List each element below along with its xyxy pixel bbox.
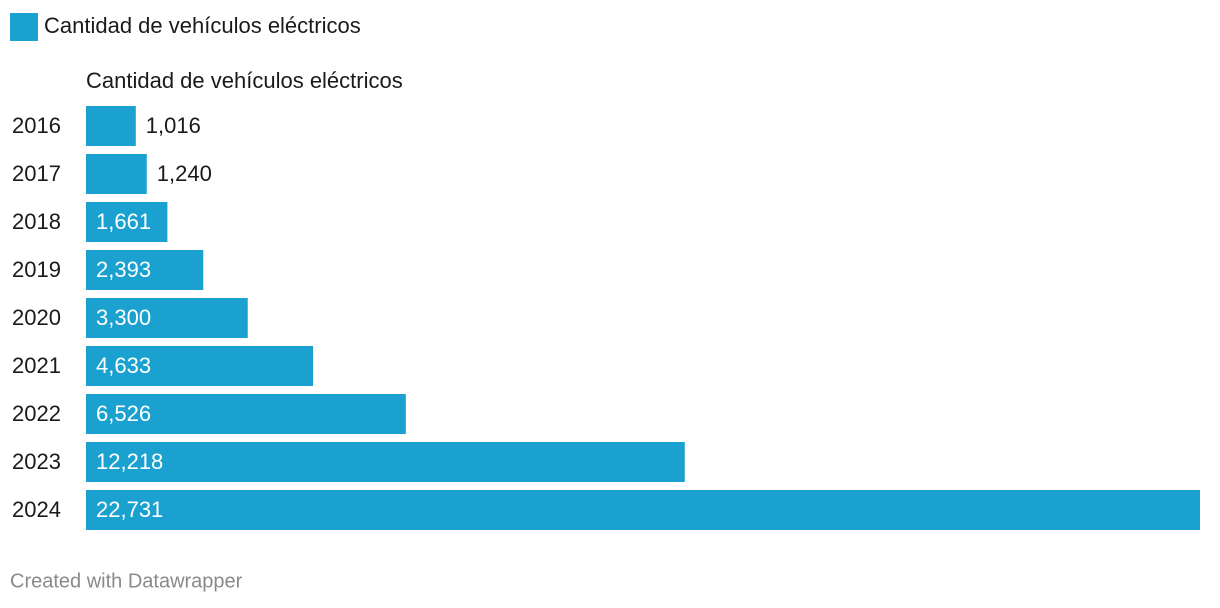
value-label: 1,661 — [96, 209, 151, 234]
value-label: 22,731 — [96, 497, 163, 522]
bar — [86, 346, 314, 386]
y-tick-label: 2018 — [12, 209, 61, 234]
value-label: 1,016 — [146, 113, 201, 138]
y-tick-label: 2021 — [12, 353, 61, 378]
y-tick-label: 2019 — [12, 257, 61, 282]
y-tick-label: 2023 — [12, 449, 61, 474]
value-label: 12,218 — [96, 449, 163, 474]
value-label: 6,526 — [96, 401, 151, 426]
bar — [86, 490, 1200, 530]
column-header: Cantidad de vehículos eléctricos — [86, 68, 403, 93]
bar — [86, 250, 204, 290]
legend-label: Cantidad de vehículos eléctricos — [44, 13, 361, 38]
bar — [86, 154, 147, 194]
y-tick-label: 2022 — [12, 401, 61, 426]
y-tick-label: 2016 — [12, 113, 61, 138]
credit: Created with Datawrapper — [10, 570, 243, 592]
y-tick-label: 2024 — [12, 497, 61, 522]
value-label: 3,300 — [96, 305, 151, 330]
value-label: 4,633 — [96, 353, 151, 378]
bar — [86, 298, 248, 338]
value-label: 1,240 — [157, 161, 212, 186]
value-label: 2,393 — [96, 257, 151, 282]
bar — [86, 106, 136, 146]
legend-swatch — [10, 13, 38, 41]
bar — [86, 442, 685, 482]
bar — [86, 202, 168, 242]
bar — [86, 394, 406, 434]
y-tick-label: 2020 — [12, 305, 61, 330]
y-tick-label: 2017 — [12, 161, 61, 186]
